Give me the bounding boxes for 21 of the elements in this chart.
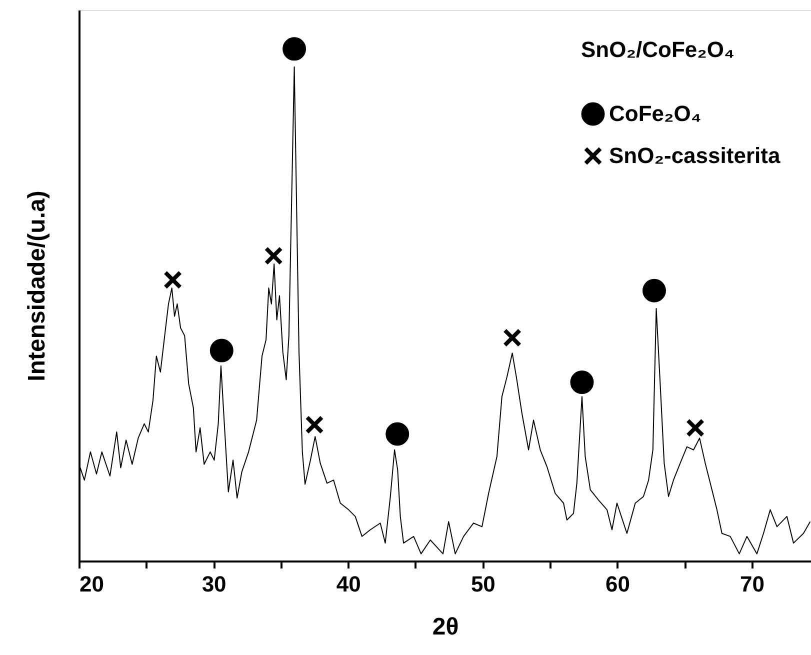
point	[386, 422, 410, 446]
x-tick-label: 50	[470, 572, 496, 596]
x-tick-label: 60	[605, 572, 630, 596]
x-tick-label: 40	[336, 572, 361, 596]
legend-title: SnO₂/CoFe₂O₄	[581, 37, 734, 62]
point	[305, 415, 324, 434]
point	[502, 328, 522, 348]
point	[163, 270, 182, 290]
legend-label: SnO₂-cassiterita	[609, 143, 781, 168]
point	[642, 278, 666, 302]
y-axis-title: Intensidade/(u.a)	[24, 190, 50, 382]
x-tick-label: 70	[740, 572, 765, 596]
point	[210, 338, 234, 362]
point	[686, 418, 705, 438]
point	[282, 37, 306, 61]
x-tick-label: 30	[202, 572, 226, 596]
x-axis-title: 2θ	[432, 614, 459, 640]
legend-label: CoFe₂O₄	[609, 101, 702, 126]
point	[264, 246, 283, 266]
point	[570, 370, 594, 394]
x-tick-label: 20	[80, 572, 104, 596]
